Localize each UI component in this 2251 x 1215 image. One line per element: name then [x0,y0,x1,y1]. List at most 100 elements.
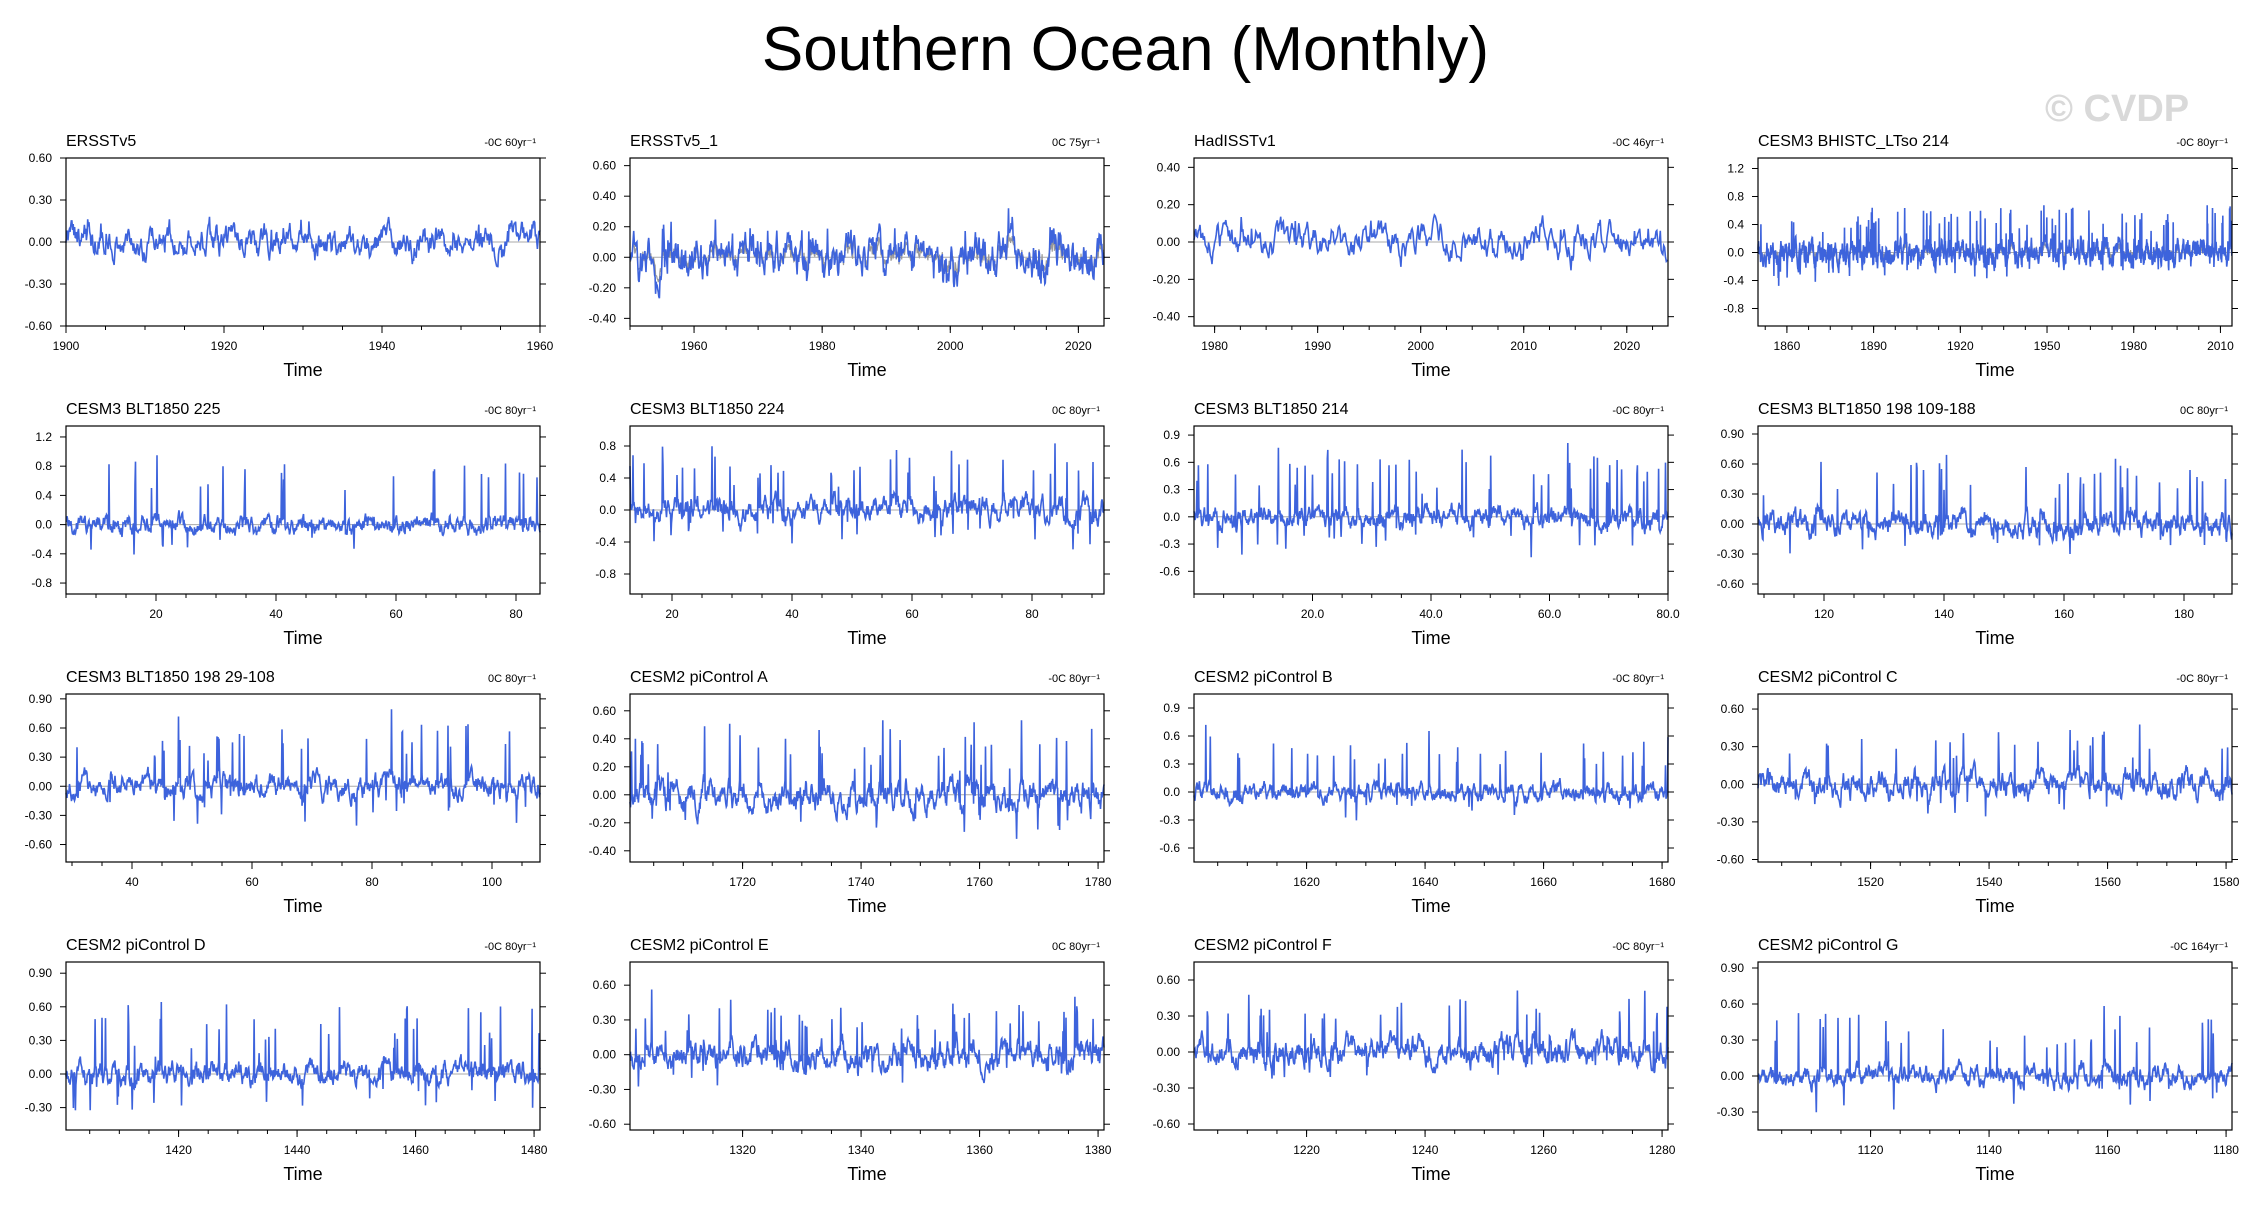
y-tick-label: -0.60 [1717,577,1745,591]
y-tick-label: -0.4 [595,535,616,549]
plot-frame [1757,693,2233,863]
x-tick-label: 1560 [2094,875,2121,889]
x-axis-label: Time [283,896,322,916]
x-tick-label: 80.0 [1656,607,1680,621]
y-tick-label: 0.00 [29,779,53,793]
x-tick-label: 1980 [2120,339,2147,353]
plot-frame [1193,693,1669,863]
y-tick-label: 0.60 [1721,457,1745,471]
plot-frame [1757,961,2233,1131]
trend-label: -0C 80yr⁻¹ [484,941,536,953]
trend-label: 0C 80yr⁻¹ [1052,941,1100,953]
series-line [1757,724,2233,817]
panel-16: CESM2 piControl G -0C 164yr⁻¹ -0.30 0.00 0.3… [1717,937,2240,1184]
y-tick-label: -0.30 [1153,1081,1181,1095]
trend-label: -0C 164yr⁻¹ [2170,941,2228,953]
x-tick-label: 20 [149,607,163,621]
panel-title: CESM3 BLT1850 198 109-188 [1758,401,1976,418]
x-tick-label: 1940 [369,339,396,353]
x-tick-label: 40 [125,875,139,889]
x-axis-label: Time [847,628,886,648]
trend-label: -0C 80yr⁻¹ [1612,405,1664,417]
x-tick-label: 1720 [729,875,756,889]
y-tick-label: 0.9 [1163,701,1180,715]
y-tick-label: 0.60 [1721,702,1745,716]
panel-title: CESM2 piControl B [1194,669,1333,686]
trend-label: -0C 80yr⁻¹ [1612,673,1664,685]
x-axis-label: Time [283,360,322,380]
y-tick-label: 0.4 [599,471,616,485]
y-tick-label: 0.30 [1721,740,1745,754]
x-tick-label: 1420 [165,1143,192,1157]
x-tick-label: 60 [245,875,259,889]
x-tick-label: 1740 [848,875,875,889]
x-tick-label: 60 [389,607,403,621]
y-tick-label: 0.90 [29,692,53,706]
y-tick-label: 0.30 [1721,1033,1745,1047]
y-tick-label: -0.60 [25,838,53,852]
y-tick-label: 0.40 [593,732,617,746]
y-tick-label: -0.30 [25,1101,53,1115]
series-line [65,216,541,268]
x-axis-label: Time [847,896,886,916]
series-line [1757,1005,2233,1113]
x-tick-label: 1900 [53,339,80,353]
y-tick-label: -0.60 [1153,1117,1181,1131]
x-tick-label: 1220 [1293,1143,1320,1157]
x-axis-label: Time [283,1164,322,1184]
y-tick-label: -0.8 [1723,302,1744,316]
x-tick-label: 1980 [1201,339,1228,353]
x-tick-label: 1320 [729,1143,756,1157]
y-tick-label: -0.60 [1717,852,1745,866]
panel-title: ERSSTv5 [66,133,136,150]
y-tick-label: 0.30 [29,750,53,764]
x-tick-label: 60 [905,607,919,621]
y-tick-label: 0.6 [1163,729,1180,743]
panel-3: HadISSTv1 -0C 46yr⁻¹ -0.40 -0.20 0.00 0.20 0.4… [1153,133,1674,380]
trend-label: 0C 80yr⁻¹ [1052,405,1100,417]
panel-9: CESM3 BLT1850 198 29-108 0C 80yr⁻¹ -0.60 -0… [25,669,546,916]
trend-label: -0C 80yr⁻¹ [2176,673,2228,685]
panel-4: CESM3 BHISTC_LTso 214 -0C 80yr⁻¹ -0.8 -0.4 0… [1723,133,2238,380]
y-tick-label: 0.60 [29,1000,53,1014]
y-tick-label: 0.60 [593,704,617,718]
y-tick-label: 0.20 [1157,198,1181,212]
x-tick-label: 1140 [1976,1143,2002,1157]
x-tick-label: 1440 [284,1143,311,1157]
x-tick-label: 1980 [809,339,836,353]
y-tick-label: 0.4 [1727,218,1744,232]
y-tick-label: -0.6 [1159,564,1180,578]
panel-1: ERSSTv5 -0C 60yr⁻¹ -0.60 -0.30 0.00 0.30 0.60 1… [25,133,554,380]
series-line [629,208,1105,299]
trend-label: -0C 80yr⁻¹ [1612,941,1664,953]
x-tick-label: 20.0 [1301,607,1325,621]
y-tick-label: -0.40 [589,311,617,325]
x-tick-label: 1860 [1774,339,1801,353]
x-axis-label: Time [283,628,322,648]
x-tick-label: 1760 [966,875,993,889]
x-tick-label: 1890 [1860,339,1887,353]
panel-5: CESM3 BLT1850 225 -0C 80yr⁻¹ -0.8 -0.4 0.0 0.… [31,401,546,648]
y-tick-label: 0.00 [29,1067,53,1081]
y-tick-label: 0.90 [1721,961,1745,975]
x-axis-label: Time [1975,896,2014,916]
y-tick-label: -0.40 [589,844,617,858]
panel-title: CESM2 piControl D [66,937,206,954]
x-tick-label: 1950 [2034,339,2061,353]
x-axis-label: Time [1975,360,2014,380]
y-tick-label: 0.40 [593,189,617,203]
y-tick-label: 0.00 [593,1048,617,1062]
x-tick-label: 1960 [527,339,554,353]
trend-label: -0C 46yr⁻¹ [1612,137,1664,149]
y-tick-label: 0.30 [1157,1009,1181,1023]
y-tick-label: 1.2 [35,430,52,444]
x-tick-label: 1340 [848,1143,875,1157]
y-tick-label: -0.60 [589,1117,617,1131]
series-line [629,720,1105,839]
panel-title: CESM2 piControl G [1758,937,1899,954]
x-tick-label: 40.0 [1419,607,1443,621]
x-axis-label: Time [1411,628,1450,648]
y-tick-label: 0.60 [29,721,53,735]
plot-frame [1757,425,2233,595]
trend-label: 0C 80yr⁻¹ [2180,405,2228,417]
